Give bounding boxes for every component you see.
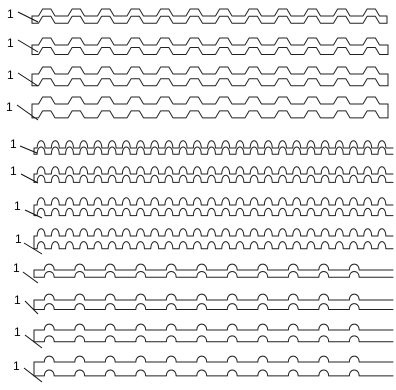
profile-5-top-skin (33, 140, 394, 149)
profile-10-leader-line (24, 300, 39, 315)
profile-3-reference-numeral: 1 (7, 68, 14, 82)
profile-1-top-skin (31, 8, 388, 17)
profile-6 (33, 166, 394, 183)
profile-1-reference-numeral: 1 (7, 7, 14, 21)
profile-12-bottom-skin (33, 369, 394, 377)
profile-1-bottom-skin (31, 15, 388, 24)
profile-2 (31, 37, 389, 55)
profile-5-bottom-skin (33, 146, 394, 155)
profile-12-leader-line (23, 367, 43, 383)
labels-layer: 1 1 1 1 1 1 1 1 1 1 1 1 (6, 7, 22, 373)
profile-10 (33, 293, 394, 310)
profile-7-top-skin (33, 197, 394, 206)
profile-5 (33, 140, 394, 155)
profile-12 (33, 355, 394, 377)
profile-8-bottom-skin (33, 241, 394, 250)
profile-10-bottom-skin (33, 303, 394, 310)
profile-4-bottom-skin (31, 110, 389, 119)
profile-1 (31, 8, 388, 24)
profile-12-top-skin (33, 355, 394, 363)
profile-8 (33, 228, 394, 250)
profile-9-leader-line (22, 271, 39, 284)
profile-4-leader-line (16, 104, 39, 121)
profile-7-leader-line (24, 209, 43, 219)
profile-2-top-skin (31, 37, 389, 46)
profiles-layer (31, 8, 394, 377)
profile-6-leader-line (20, 173, 39, 184)
profile-8-reference-numeral: 1 (15, 232, 22, 246)
profile-4-top-skin (31, 96, 389, 105)
profile-3-top-skin (31, 66, 389, 75)
profile-2-reference-numeral: 1 (7, 36, 14, 50)
leaders-layer (16, 11, 43, 383)
profile-11-bottom-skin (33, 335, 394, 343)
profile-11-leader-line (24, 334, 43, 349)
profile-1-leader-line (17, 11, 39, 23)
profile-10-reference-numeral: 1 (14, 293, 21, 307)
profile-10-top-skin (33, 293, 394, 301)
profile-11-reference-numeral: 1 (14, 325, 21, 339)
profile-5-reference-numeral: 1 (10, 137, 17, 151)
profile-12-reference-numeral: 1 (13, 359, 20, 373)
profile-3-bottom-skin (31, 78, 389, 87)
profile-6-reference-numeral: 1 (10, 164, 17, 178)
profile-2-bottom-skin (31, 47, 389, 55)
profile-7-reference-numeral: 1 (14, 199, 21, 213)
profile-9-bottom-skin (33, 270, 394, 278)
profile-11-top-skin (33, 323, 394, 331)
profile-7 (33, 197, 394, 217)
profile-2-leader-line (17, 39, 39, 53)
profile-4-reference-numeral: 1 (6, 100, 13, 114)
profile-11 (33, 323, 394, 343)
profile-9-reference-numeral: 1 (13, 261, 20, 275)
profile-4 (31, 96, 389, 119)
profile-5-leader-line (19, 145, 38, 154)
profile-8-leader-line (23, 242, 43, 255)
profile-7-bottom-skin (33, 207, 394, 217)
profile-6-bottom-skin (33, 174, 394, 183)
profile-9 (33, 263, 394, 278)
profile-8-top-skin (33, 228, 394, 237)
profile-3 (31, 66, 389, 87)
profile-3-leader-line (17, 72, 39, 87)
profile-9-top-skin (33, 263, 394, 271)
profile-6-top-skin (33, 166, 394, 175)
